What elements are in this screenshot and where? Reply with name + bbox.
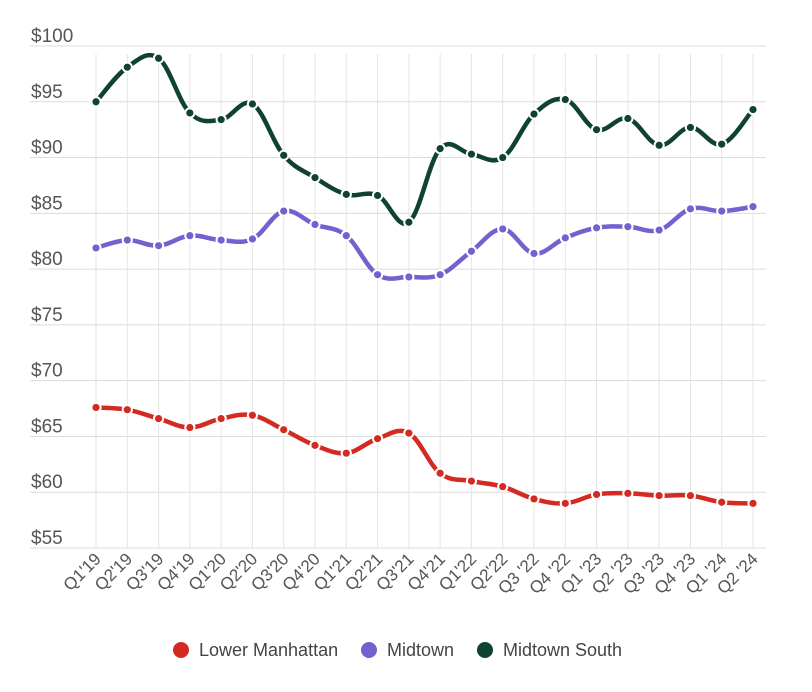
data-point-midtown [278, 205, 290, 217]
legend-label-midtown: Midtown [387, 640, 454, 660]
data-point-lower-manhattan [590, 488, 603, 501]
data-point-midtown [215, 234, 227, 246]
data-point-midtown-south [465, 148, 478, 160]
data-point-lower-manhattan [528, 493, 540, 505]
y-tick-label: $85 [31, 193, 63, 214]
data-point-midtown-south [684, 121, 697, 134]
data-point-midtown-south [497, 151, 509, 164]
data-point-midtown-south [622, 112, 634, 125]
data-point-midtown-south [90, 96, 102, 108]
y-tick-label: $95 [31, 82, 63, 103]
data-point-midtown-south [434, 143, 446, 155]
data-point-lower-manhattan [747, 497, 759, 509]
data-point-midtown-south [528, 108, 540, 120]
data-point-midtown [653, 224, 665, 236]
y-tick-label: $70 [31, 361, 63, 382]
data-point-midtown [590, 222, 603, 234]
data-point-midtown-south [340, 188, 352, 200]
legend-label-lower-manhattan: Lower Manhattan [199, 640, 338, 660]
series-line-midtown-south [93, 52, 756, 226]
data-point-midtown-south [246, 98, 259, 110]
data-point-midtown-south [747, 103, 759, 116]
data-point-midtown-south [403, 216, 415, 228]
legend-label-midtown-south: Midtown South [503, 640, 622, 660]
data-point-midtown-south [371, 189, 384, 202]
legend-marker-midtown-south [477, 642, 493, 658]
legend: Lower Manhattan Midtown Midtown South [173, 640, 622, 660]
y-tick-label: $80 [31, 249, 63, 270]
data-point-midtown [152, 240, 165, 252]
data-point-lower-manhattan [246, 409, 259, 421]
data-point-midtown [684, 203, 697, 215]
data-point-midtown-south [590, 124, 603, 136]
data-point-midtown [246, 233, 259, 245]
data-point-lower-manhattan [684, 489, 697, 502]
data-point-lower-manhattan [215, 412, 227, 425]
data-point-lower-manhattan [184, 421, 196, 434]
y-tick-label: $100 [31, 26, 73, 47]
series-lines [90, 52, 759, 509]
data-point-lower-manhattan [559, 497, 571, 509]
data-point-midtown [434, 269, 446, 281]
data-point-midtown [184, 230, 196, 242]
data-point-midtown [497, 223, 509, 235]
data-point-midtown [559, 232, 571, 244]
data-point-midtown [371, 269, 384, 281]
data-point-midtown-south [215, 114, 227, 126]
series-line-lower-manhattan [93, 405, 756, 506]
legend-marker-midtown [361, 642, 377, 658]
data-point-midtown [747, 201, 759, 213]
y-tick-label: $90 [31, 138, 63, 159]
data-point-midtown-south [716, 138, 728, 150]
data-point-lower-manhattan [465, 475, 478, 487]
data-point-lower-manhattan [309, 439, 321, 451]
data-point-midtown-south [121, 61, 133, 73]
data-point-lower-manhattan [622, 487, 634, 499]
data-point-lower-manhattan [434, 467, 446, 479]
data-point-lower-manhattan [121, 404, 133, 416]
data-point-midtown [716, 205, 728, 217]
data-point-midtown-south [278, 149, 290, 161]
data-point-midtown [90, 242, 102, 254]
data-point-midtown [121, 234, 133, 246]
data-point-lower-manhattan [497, 481, 509, 493]
grid [30, 45, 766, 549]
data-point-lower-manhattan [716, 496, 728, 508]
data-point-lower-manhattan [653, 489, 665, 502]
data-point-lower-manhattan [278, 424, 290, 436]
data-point-midtown [309, 218, 321, 231]
data-point-lower-manhattan [371, 433, 384, 445]
data-point-midtown [403, 271, 415, 283]
data-point-lower-manhattan [340, 447, 352, 459]
axes: $100$95$90$85$80$75$70$65$60$55Q1'19Q2'1… [31, 26, 762, 598]
data-point-lower-manhattan [90, 401, 102, 414]
y-tick-label: $65 [31, 416, 63, 437]
data-point-lower-manhattan [152, 412, 165, 425]
data-point-midtown [465, 245, 478, 257]
y-tick-label: $55 [31, 528, 63, 549]
data-point-midtown [622, 221, 634, 233]
legend-marker-lower-manhattan [173, 642, 189, 658]
series-line-midtown [93, 204, 756, 281]
y-tick-label: $75 [31, 305, 63, 326]
data-point-midtown-south [653, 139, 665, 151]
data-point-midtown-south [559, 93, 571, 106]
data-point-lower-manhattan [403, 427, 415, 439]
data-point-midtown-south [309, 172, 321, 184]
data-point-midtown [340, 230, 352, 242]
data-point-midtown [528, 247, 540, 260]
data-point-midtown-south [184, 107, 196, 119]
data-point-midtown-south [152, 52, 165, 64]
y-tick-label: $60 [31, 472, 63, 493]
